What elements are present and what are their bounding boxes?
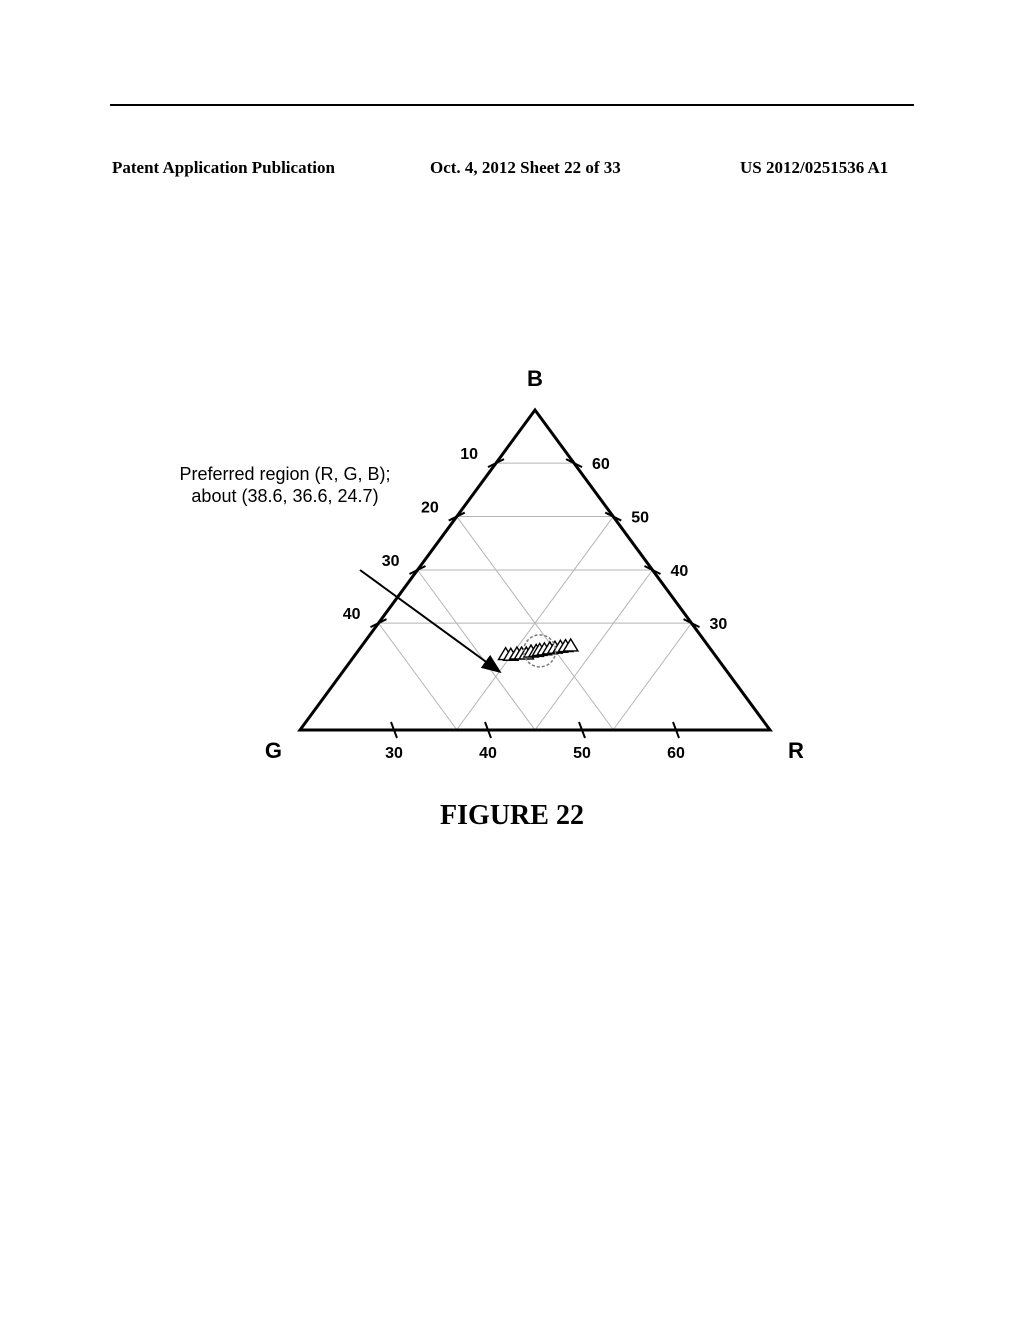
ternary-figure: B G R 10 20 30 40 60 50 40 30 30 40 50 60 Preferr… [150,350,874,870]
bottom-axis-labels: 30 40 50 60 [385,745,685,762]
vertex-label-g: G [265,738,282,763]
header-right: US 2012/0251536 A1 [740,158,888,178]
right-tick-label: 50 [631,510,649,527]
vertex-label-r: R [788,738,804,763]
axis-ticks [370,459,699,738]
right-tick-label: 30 [710,616,728,633]
page-header: Patent Application Publication Oct. 4, 2… [0,78,1024,102]
figure-caption: FIGURE 22 [0,800,1024,832]
header-left: Patent Application Publication [112,158,335,178]
vertex-label-b: B [527,366,543,391]
annotation-line1: Preferred region (R, G, B); [179,464,390,484]
bottom-tick-label: 50 [573,745,591,762]
right-tick-label: 60 [592,456,610,473]
left-tick-label: 40 [343,606,361,623]
left-tick-label: 10 [460,446,478,463]
ternary-svg: B G R 10 20 30 40 60 50 40 30 30 40 50 60 Preferr… [150,350,874,870]
bottom-tick-label: 60 [667,745,685,762]
left-tick-label: 20 [421,500,439,517]
bottom-tick-label: 30 [385,745,403,762]
header-center: Oct. 4, 2012 Sheet 22 of 33 [430,158,621,178]
annotation-line2: about (38.6, 36.6, 24.7) [191,486,378,506]
right-tick-label: 40 [671,563,689,580]
left-tick-label: 30 [382,553,400,570]
right-axis-labels: 60 50 40 30 [592,456,727,633]
bottom-tick-label: 40 [479,745,497,762]
data-markers [498,639,577,660]
header-rule [110,104,914,106]
page: Patent Application Publication Oct. 4, 2… [0,0,1024,1320]
